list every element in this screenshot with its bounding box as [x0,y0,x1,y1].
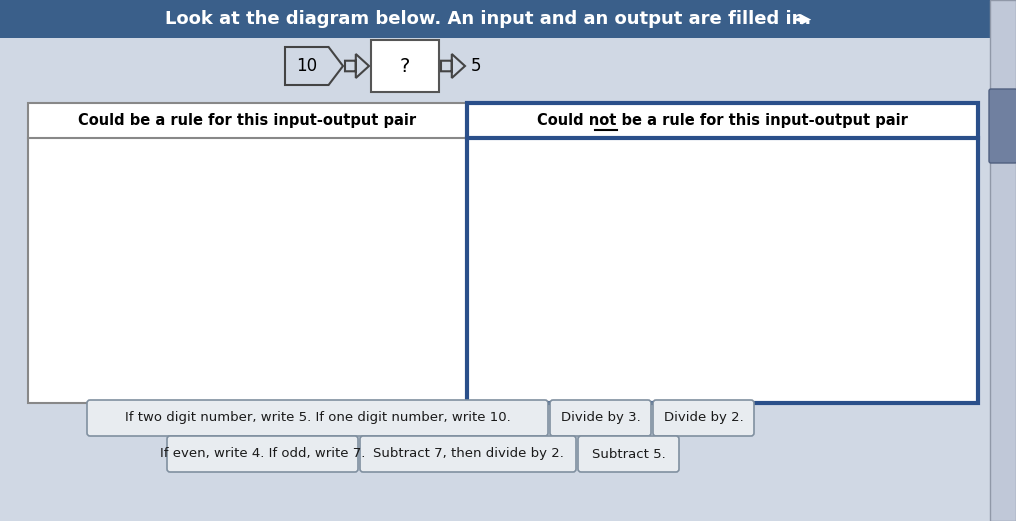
Text: Divide by 3.: Divide by 3. [561,412,640,425]
Text: Look at the diagram below. An input and an output are filled in.: Look at the diagram below. An input and … [165,10,811,28]
Polygon shape [441,54,465,78]
Text: Subtract 5.: Subtract 5. [591,448,665,461]
Polygon shape [285,47,343,85]
FancyBboxPatch shape [990,0,1016,521]
FancyBboxPatch shape [653,400,754,436]
FancyBboxPatch shape [467,103,978,403]
Text: Could be a rule for this input-output pair: Could be a rule for this input-output pa… [78,113,417,128]
Text: If two digit number, write 5. If one digit number, write 10.: If two digit number, write 5. If one dig… [125,412,510,425]
Text: 10: 10 [297,57,317,75]
Text: ◄▶: ◄▶ [793,13,812,26]
Polygon shape [345,54,369,78]
FancyBboxPatch shape [360,436,576,472]
FancyBboxPatch shape [578,436,679,472]
FancyBboxPatch shape [167,436,358,472]
FancyBboxPatch shape [371,40,439,92]
FancyBboxPatch shape [28,103,467,403]
FancyBboxPatch shape [989,89,1016,163]
Text: ?: ? [400,56,410,76]
FancyBboxPatch shape [87,400,548,436]
Text: If even, write 4. If odd, write 7.: If even, write 4. If odd, write 7. [160,448,365,461]
Text: Could not be a rule for this input-output pair: Could not be a rule for this input-outpu… [537,113,908,128]
FancyBboxPatch shape [550,400,651,436]
Polygon shape [0,0,1016,38]
Text: Divide by 2.: Divide by 2. [663,412,744,425]
Polygon shape [0,38,1016,521]
Text: 5: 5 [471,57,482,75]
Text: Subtract 7, then divide by 2.: Subtract 7, then divide by 2. [373,448,564,461]
